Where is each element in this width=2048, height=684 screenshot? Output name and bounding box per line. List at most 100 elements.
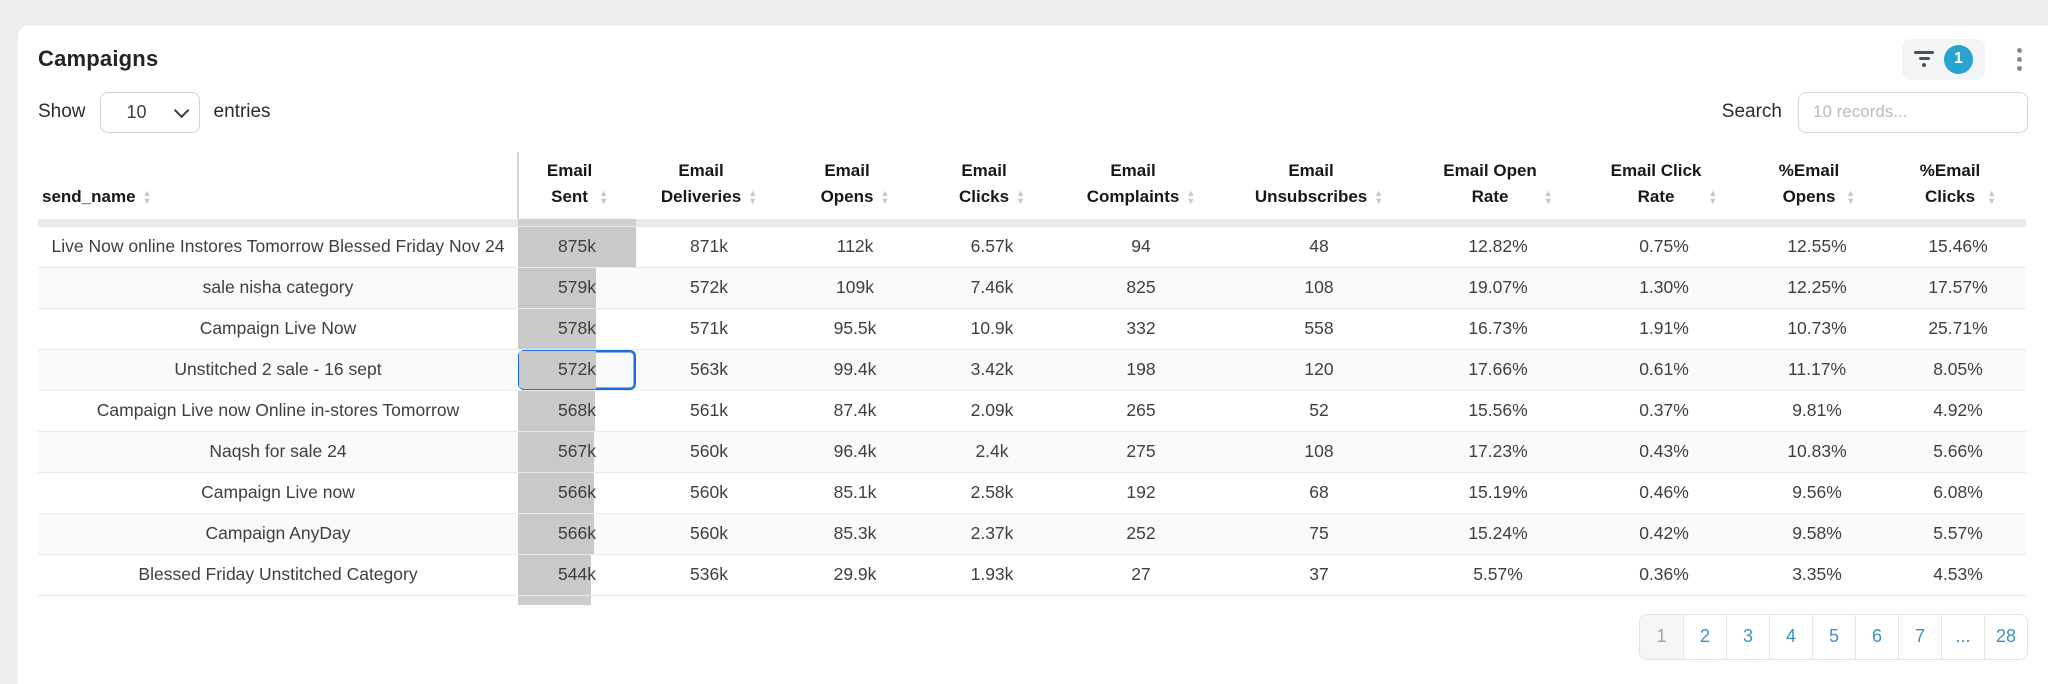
cell-unsubscribes[interactable]: 48: [1226, 226, 1412, 268]
table-row[interactable]: Campaign Live now Online in-stores Tomor…: [38, 390, 2026, 432]
sort-icon[interactable]: ▲ ▼: [1374, 188, 1384, 206]
cell-pct_opens[interactable]: 9.58%: [1744, 513, 1890, 555]
column-header-open_rate[interactable]: Email Open Rate ▲ ▼: [1412, 152, 1584, 219]
cell-unsubscribes[interactable]: 37: [1226, 554, 1412, 596]
cell-click_rate[interactable]: 1.91%: [1584, 308, 1744, 350]
search-input[interactable]: [1798, 91, 2028, 133]
column-header-unsubscribes[interactable]: Email Unsubscribes ▲ ▼: [1226, 152, 1412, 219]
column-header-name[interactable]: send_name ▲ ▼: [38, 152, 518, 219]
cell-clicks[interactable]: 10.9k: [928, 308, 1056, 350]
cell-opens[interactable]: 95.5k: [782, 308, 928, 350]
cell-clicks[interactable]: 7.46k: [928, 267, 1056, 309]
cell-open_rate[interactable]: 17.23%: [1412, 431, 1584, 473]
cell-deliveries[interactable]: 560k: [636, 472, 782, 514]
table-row[interactable]: Live Now online Instores Tomorrow Blesse…: [38, 226, 2026, 268]
cell-pct_opens[interactable]: 9.81%: [1744, 390, 1890, 432]
cell-open_rate[interactable]: 15.19%: [1412, 472, 1584, 514]
cell-clicks[interactable]: 2.09k: [928, 390, 1056, 432]
cell-opens[interactable]: 87.4k: [782, 390, 928, 432]
table-row[interactable]: Unstitched 2 sale - 16 sept 572k 563k 99.4k…: [38, 349, 2026, 391]
cell-click_rate[interactable]: 1.30%: [1584, 267, 1744, 309]
cell-deliveries[interactable]: 563k: [636, 349, 782, 391]
cell-pct_opens[interactable]: 10.83%: [1744, 431, 1890, 473]
cell-name[interactable]: Live Now online Instores Tomorrow Blesse…: [38, 226, 518, 268]
cell-unsubscribes[interactable]: 68: [1226, 472, 1412, 514]
cell-click_rate[interactable]: 0.37%: [1584, 390, 1744, 432]
cell-pct_opens[interactable]: 12.25%: [1744, 267, 1890, 309]
cell-clicks[interactable]: 2.58k: [928, 472, 1056, 514]
cell-click_rate[interactable]: 0.43%: [1584, 431, 1744, 473]
cell-opens[interactable]: 85.1k: [782, 472, 928, 514]
cell-name[interactable]: Blessed Friday Unstitched Category: [38, 554, 518, 596]
cell-name[interactable]: Campaign Live now: [38, 472, 518, 514]
more-menu-button[interactable]: [2011, 44, 2028, 75]
column-header-complaints[interactable]: Email Complaints ▲ ▼: [1056, 152, 1226, 219]
cell-deliveries[interactable]: 560k: [636, 513, 782, 555]
cell-name[interactable]: Campaign Live now Online in-stores Tomor…: [38, 390, 518, 432]
cell-pct_clicks[interactable]: 5.57%: [1890, 513, 2026, 555]
column-header-sent[interactable]: Email Sent ▲ ▼: [517, 152, 636, 219]
cell-clicks[interactable]: 6.57k: [928, 226, 1056, 268]
sort-icon[interactable]: ▲ ▼: [1016, 188, 1025, 206]
table-row[interactable]: Naqsh for sale 24 567k 560k 96.4k 2.4k 275 108…: [38, 431, 2026, 473]
cell-pct_opens[interactable]: 3.35%: [1744, 554, 1890, 596]
page-button-28[interactable]: 28: [1984, 614, 2027, 659]
cell-open_rate[interactable]: 15.56%: [1412, 390, 1584, 432]
cell-complaints[interactable]: 27: [1056, 554, 1226, 596]
sort-icon[interactable]: ▲ ▼: [880, 188, 890, 206]
page-button-2[interactable]: 2: [1683, 614, 1726, 659]
cell-deliveries[interactable]: 572k: [636, 267, 782, 309]
cell-sent[interactable]: 579k: [518, 267, 636, 309]
sort-icon[interactable]: ▲ ▼: [599, 188, 609, 206]
cell-open_rate[interactable]: 17.66%: [1412, 349, 1584, 391]
cell-complaints[interactable]: 192: [1056, 472, 1226, 514]
cell-sent[interactable]: 544k: [518, 554, 636, 596]
page-button-3[interactable]: 3: [1726, 614, 1769, 659]
cell-sent[interactable]: 578k: [518, 308, 636, 350]
cell-unsubscribes[interactable]: 120: [1226, 349, 1412, 391]
column-header-pct_opens[interactable]: %Email Opens ▲ ▼: [1744, 152, 1890, 219]
cell-click_rate[interactable]: 0.61%: [1584, 349, 1744, 391]
cell-pct_clicks[interactable]: 5.66%: [1890, 431, 2026, 473]
page-button-4[interactable]: 4: [1769, 614, 1812, 659]
cell-pct_clicks[interactable]: 4.53%: [1890, 554, 2026, 596]
cell-complaints[interactable]: 265: [1056, 390, 1226, 432]
cell-sent[interactable]: 568k: [518, 390, 636, 432]
cell-complaints[interactable]: 94: [1056, 226, 1226, 268]
cell-open_rate[interactable]: 15.24%: [1412, 513, 1584, 555]
cell-name[interactable]: Unstitched 2 sale - 16 sept: [38, 349, 518, 391]
page-button-7[interactable]: 7: [1898, 614, 1941, 659]
cell-deliveries[interactable]: 871k: [636, 226, 782, 268]
sort-icon[interactable]: ▲ ▼: [748, 188, 758, 206]
cell-unsubscribes[interactable]: 108: [1226, 267, 1412, 309]
cell-clicks[interactable]: 3.42k: [928, 349, 1056, 391]
sort-icon[interactable]: ▲ ▼: [1846, 188, 1856, 206]
table-row[interactable]: Campaign Live now 566k 560k 85.1k 2.58k 192 68…: [38, 472, 2026, 514]
cell-open_rate[interactable]: 5.57%: [1412, 554, 1584, 596]
cell-opens[interactable]: 112k: [782, 226, 928, 268]
cell-complaints[interactable]: 332: [1056, 308, 1226, 350]
cell-opens[interactable]: 96.4k: [782, 431, 928, 473]
column-header-pct_clicks[interactable]: %Email Clicks ▲ ▼: [1890, 152, 2026, 219]
cell-pct_opens[interactable]: 10.73%: [1744, 308, 1890, 350]
entries-select[interactable]: 10: [99, 91, 200, 133]
table-row[interactable]: Campaign Live Now 578k 571k 95.5k 10.9k 332 55…: [38, 308, 2026, 350]
cell-pct_clicks[interactable]: 17.57%: [1890, 267, 2026, 309]
cell-sent[interactable]: 566k: [518, 472, 636, 514]
cell-unsubscribes[interactable]: 75: [1226, 513, 1412, 555]
filter-button[interactable]: 1: [1902, 38, 1985, 80]
cell-deliveries[interactable]: 561k: [636, 390, 782, 432]
column-header-clicks[interactable]: Email Clicks ▲ ▼: [928, 152, 1056, 219]
cell-click_rate[interactable]: 0.75%: [1584, 226, 1744, 268]
cell-pct_opens[interactable]: 12.55%: [1744, 226, 1890, 268]
page-button-6[interactable]: 6: [1855, 614, 1898, 659]
sort-icon[interactable]: ▲ ▼: [1987, 188, 1997, 206]
cell-pct_opens[interactable]: 11.17%: [1744, 349, 1890, 391]
cell-unsubscribes[interactable]: 52: [1226, 390, 1412, 432]
cell-deliveries[interactable]: 560k: [636, 431, 782, 473]
table-row[interactable]: sale nisha category 579k 572k 109k 7.46k 825 1…: [38, 267, 2026, 309]
cell-pct_clicks[interactable]: 8.05%: [1890, 349, 2026, 391]
cell-clicks[interactable]: 2.37k: [928, 513, 1056, 555]
cell-name[interactable]: Campaign AnyDay: [38, 513, 518, 555]
cell-unsubscribes[interactable]: 108: [1226, 431, 1412, 473]
